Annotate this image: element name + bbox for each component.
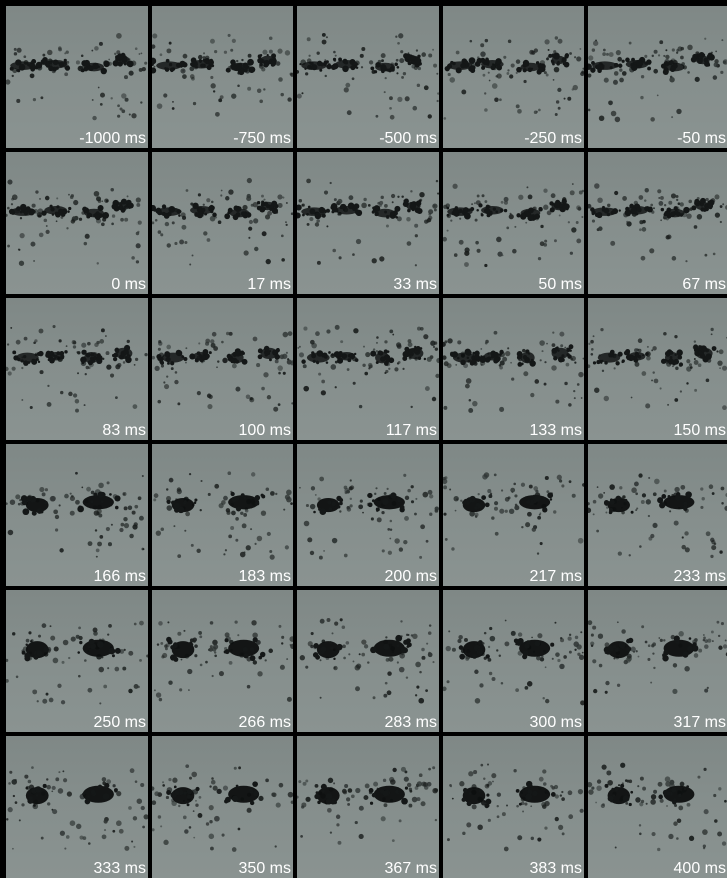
frame-tile: -500 ms (297, 6, 439, 148)
frame-tile: 250 ms (6, 590, 148, 732)
frame-tile: 67 ms (588, 152, 727, 294)
frame-image (152, 764, 293, 852)
frame-tile: 383 ms (443, 736, 584, 878)
time-label: 250 ms (93, 714, 146, 731)
time-label: 83 ms (102, 422, 146, 439)
time-label: 50 ms (538, 276, 582, 293)
frame-tile: 266 ms (152, 590, 293, 732)
frame-tile: 100 ms (152, 298, 293, 440)
frame-image (6, 324, 148, 413)
frame-image (443, 183, 584, 268)
frame-tile: 317 ms (588, 590, 727, 732)
time-label: 283 ms (384, 714, 437, 731)
time-label: 333 ms (93, 860, 146, 877)
frame-image (588, 762, 727, 852)
time-label: 67 ms (682, 276, 726, 293)
time-label: 166 ms (93, 568, 146, 585)
time-label: 183 ms (238, 568, 291, 585)
frame-tile: 300 ms (443, 590, 584, 732)
frame-image (153, 471, 293, 560)
time-label: 317 ms (673, 714, 726, 731)
time-label: 150 ms (673, 422, 726, 439)
time-label: 117 ms (385, 422, 437, 439)
frame-tile: 0 ms (6, 152, 148, 294)
time-label: 233 ms (673, 568, 726, 585)
time-label: -500 ms (379, 130, 437, 147)
frame-image (446, 763, 584, 852)
time-label: 367 ms (384, 860, 437, 877)
frame-image (588, 620, 727, 694)
frame-tile: 17 ms (152, 152, 293, 294)
frame-tile: 200 ms (297, 444, 439, 586)
frame-tile: -250 ms (443, 6, 584, 148)
time-label: 200 ms (384, 568, 437, 585)
frame-image (152, 33, 293, 117)
time-label: 300 ms (529, 714, 582, 731)
frame-image (443, 36, 584, 120)
frame-image (297, 32, 439, 120)
frame-tile: 166 ms (6, 444, 148, 586)
frame-image (297, 324, 439, 409)
frame-image (297, 766, 439, 845)
time-label: 33 ms (393, 276, 437, 293)
frame-tile: -50 ms (588, 6, 727, 148)
frame-image (6, 766, 148, 851)
time-label: 17 ms (247, 276, 291, 293)
frame-tile: 83 ms (6, 298, 148, 440)
frame-image (6, 179, 142, 266)
frame-tile: 133 ms (443, 298, 584, 440)
frame-tile: 333 ms (6, 736, 148, 878)
time-label: 100 ms (238, 422, 291, 439)
frame-image (588, 37, 727, 123)
time-label: -50 ms (677, 130, 726, 147)
time-label: 400 ms (673, 860, 726, 877)
frame-image (588, 327, 727, 411)
frame-image (299, 618, 435, 704)
frame-image (6, 33, 148, 121)
frame-image (588, 183, 727, 263)
frame-image (153, 620, 293, 702)
frame-tile: 217 ms (443, 444, 584, 586)
time-label: 266 ms (238, 714, 291, 731)
frame-image (6, 471, 145, 558)
time-label: 217 ms (529, 568, 582, 585)
frame-tile: 50 ms (443, 152, 584, 294)
time-label: 0 ms (111, 276, 146, 293)
frame-image (152, 331, 293, 412)
frame-image (443, 472, 584, 555)
frame-image (152, 177, 293, 266)
frame-tile: 233 ms (588, 444, 727, 586)
frame-image (443, 619, 584, 706)
frame-tile: -1000 ms (6, 6, 148, 148)
time-label: 383 ms (529, 860, 582, 877)
frame-image (299, 473, 439, 560)
time-label: 133 ms (529, 422, 582, 439)
time-label: -250 ms (524, 130, 582, 147)
frame-image (588, 473, 727, 559)
frame-tile: 367 ms (297, 736, 439, 878)
frame-tile: 400 ms (588, 736, 727, 878)
time-label: -750 ms (233, 130, 291, 147)
frame-grid: -1000 ms -750 ms -500 ms -250 ms -50 ms 0 ms 1… (6, 6, 727, 878)
frame-image (443, 330, 584, 413)
frame-tile: 150 ms (588, 298, 727, 440)
frame-tile: 183 ms (152, 444, 293, 586)
frame-tile: -750 ms (152, 6, 293, 148)
time-label: 350 ms (238, 860, 291, 877)
time-label: -1000 ms (79, 130, 146, 147)
frame-tile: 33 ms (297, 152, 439, 294)
frame-tile: 117 ms (297, 298, 439, 440)
frame-tile: 283 ms (297, 590, 439, 732)
frame-image (297, 178, 439, 267)
frame-tile: 350 ms (152, 736, 293, 878)
frame-image (6, 620, 148, 705)
